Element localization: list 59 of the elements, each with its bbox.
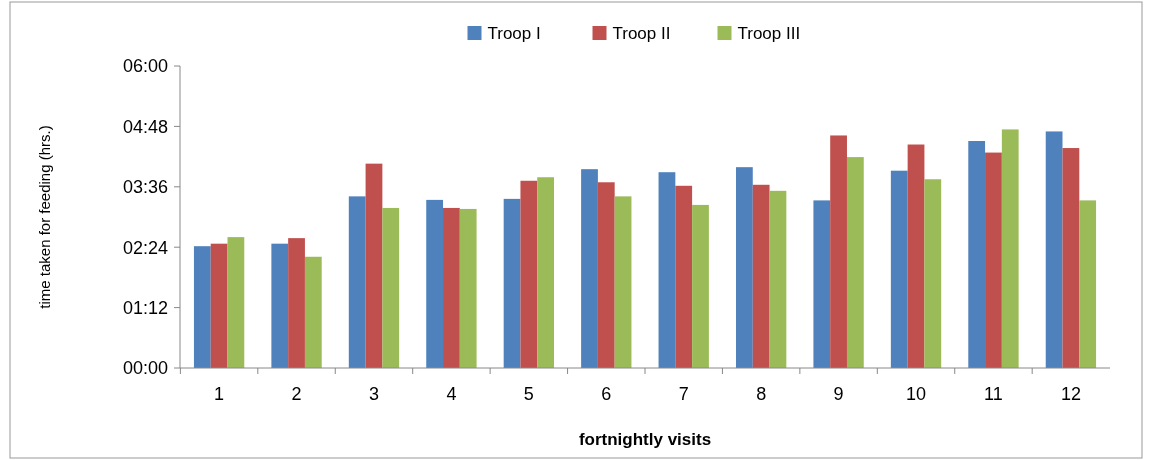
x-axis-title: fortnightly visits	[578, 430, 712, 449]
bar	[830, 135, 847, 368]
bar	[443, 207, 460, 368]
x-tick-label: 1	[214, 384, 225, 404]
x-tick-label: 12	[1060, 384, 1081, 404]
bar	[271, 243, 289, 368]
bar	[382, 207, 400, 368]
x-tick-label: 4	[446, 384, 457, 404]
bar	[1079, 200, 1097, 368]
bar	[537, 177, 555, 368]
x-tick-label: 8	[756, 384, 767, 404]
bar	[614, 196, 632, 368]
bar	[193, 246, 211, 368]
y-tick-label: 01:12	[122, 297, 168, 318]
y-tick-label: 06:00	[122, 56, 168, 77]
legend-label: Troop II	[612, 24, 671, 43]
bar	[735, 167, 753, 368]
x-tick-label: 3	[368, 384, 379, 404]
x-tick-label: 2	[291, 384, 302, 404]
legend-label: Troop I	[487, 24, 541, 43]
x-tick-label: 11	[984, 384, 1003, 404]
bar	[365, 163, 383, 368]
bar	[1045, 131, 1063, 368]
x-tick-label: 7	[678, 384, 689, 404]
bar	[1001, 129, 1019, 368]
bar	[813, 200, 831, 368]
legend-label: Troop III	[737, 24, 801, 43]
bar	[1062, 148, 1080, 368]
y-axis-title: time taken for feeding (hrs.)	[36, 125, 53, 309]
bar	[520, 180, 538, 368]
x-tick-label: 5	[523, 384, 534, 404]
y-tick-label: 04:48	[122, 116, 168, 137]
bar	[426, 199, 444, 368]
bar	[348, 196, 366, 368]
y-tick-label: 02:24	[122, 237, 168, 258]
x-tick-label: 6	[601, 384, 612, 404]
bar	[907, 144, 925, 368]
y-tick-label: 00:00	[122, 358, 168, 379]
bar	[503, 198, 521, 368]
y-tick-label: 03:36	[122, 177, 168, 198]
bar	[890, 170, 908, 368]
bar	[581, 169, 598, 368]
bar	[846, 157, 864, 368]
bar	[752, 184, 770, 368]
x-tick-label: 9	[833, 384, 844, 404]
bar	[924, 179, 942, 368]
bar	[985, 152, 1002, 368]
bar	[692, 204, 709, 368]
bar	[459, 208, 477, 368]
bar	[658, 172, 676, 368]
bar	[288, 238, 305, 368]
bar	[227, 237, 245, 368]
bar	[597, 182, 615, 368]
bar	[675, 185, 693, 368]
bar	[210, 243, 228, 368]
bar	[769, 190, 787, 368]
bar	[304, 256, 322, 368]
x-tick-label: 10	[906, 384, 927, 404]
bar	[968, 141, 986, 368]
